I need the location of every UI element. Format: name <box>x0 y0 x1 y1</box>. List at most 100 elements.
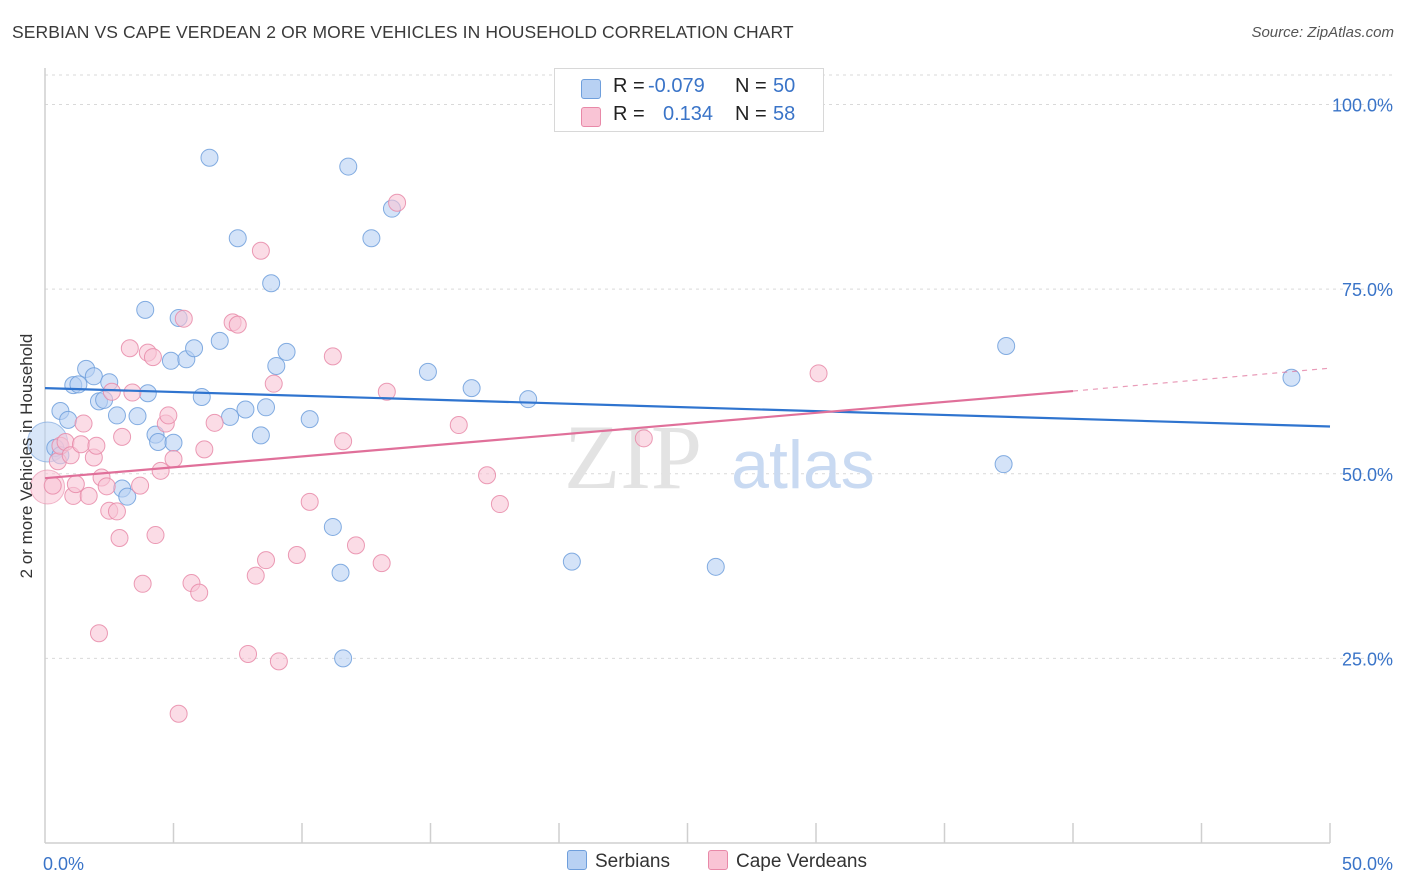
y-tick-label: 100.0% <box>1332 96 1393 116</box>
legend-label-serbians: Serbians <box>595 851 670 872</box>
cape-verdean-point <box>133 574 152 593</box>
legend-r-label: R = <box>613 103 645 125</box>
legend-row-serbians: R = -0.079 N = 50 <box>555 73 823 101</box>
serbian-point <box>323 517 342 536</box>
serbian-point <box>262 274 281 293</box>
cape-verdean-point <box>239 644 258 663</box>
serbian-point <box>161 351 180 370</box>
legend-r-label: R = <box>613 75 645 97</box>
cape-verdean-point <box>257 551 276 570</box>
cape-verdean-point <box>89 624 108 643</box>
cape-verdean-point <box>110 529 129 548</box>
cape-verdean-point <box>159 406 178 425</box>
cape-verdean-point <box>169 704 188 723</box>
serbian-point <box>331 563 350 582</box>
source-label: Source: ZipAtlas.com <box>1251 24 1394 41</box>
cape-verdean-point <box>120 339 139 358</box>
cape-verdean-point <box>809 364 828 383</box>
cape-verdean-point <box>143 348 162 367</box>
serbian-point <box>221 407 240 426</box>
y-tick-label: 75.0% <box>1342 280 1393 300</box>
legend-r-value: 0.134 <box>663 103 714 125</box>
legend-n-label: N = <box>735 103 767 125</box>
serbian-point <box>519 390 538 409</box>
cape-verdean-point <box>251 241 270 260</box>
serbian-point <box>300 410 319 429</box>
serbian-point <box>362 229 381 248</box>
serbian-point <box>997 337 1016 356</box>
cape-verdean-point <box>71 435 90 454</box>
serbian-point <box>59 410 78 429</box>
tick-labels: 25.0% 50.0% 75.0% 100.0% 0.0% 50.0% <box>43 96 1393 874</box>
cape-verdean-point <box>323 347 342 366</box>
cape-verdean-point <box>372 554 391 573</box>
legend-row-cape-verdeans: R = 0.134 N = 58 <box>555 101 823 129</box>
cape-verdean-point <box>195 440 214 459</box>
cape-verdean-trend-line <box>44 389 1074 480</box>
cape-verdean-point <box>287 546 306 564</box>
serbian-point <box>138 384 157 403</box>
serbian-point <box>706 557 725 576</box>
serbian-point <box>192 387 211 406</box>
legend-n-value: 58 <box>773 103 796 125</box>
cape-verdean-point <box>74 414 93 433</box>
cape-verdean-point <box>113 427 132 446</box>
cape-verdean-point <box>123 383 142 402</box>
serbian-point <box>257 398 276 417</box>
serbian-point <box>462 379 481 398</box>
watermark-atlas: atlas <box>731 427 875 503</box>
serbian-point <box>107 406 126 425</box>
legend-label-cape-verdeans: Cape Verdeans <box>736 851 867 872</box>
cape-verdean-point <box>377 382 396 401</box>
cape-verdean-point <box>264 374 283 393</box>
cape-verdean-point <box>87 436 106 455</box>
cape-verdean-point <box>300 492 319 511</box>
cape-verdean-point <box>102 382 121 401</box>
stats-legend: R = -0.079 N = 50 R = 0.134 N = 58 <box>554 68 824 132</box>
serbian-point <box>128 407 147 426</box>
legend-item-cape-verdeans: Cape Verdeans <box>708 850 867 873</box>
serbians-swatch <box>567 850 587 870</box>
cape-verdeans-swatch <box>581 107 601 127</box>
cape-verdean-point <box>146 526 165 545</box>
cape-verdean-point <box>388 193 407 212</box>
cape-verdean-point <box>634 429 653 448</box>
cape-verdean-point <box>164 450 183 468</box>
cape-verdean-point <box>190 583 209 602</box>
serbian-point <box>267 356 286 375</box>
serbian-point <box>562 552 581 571</box>
cape-verdean-trend-line-extension <box>1072 367 1331 392</box>
cape-verdean-point <box>79 486 98 505</box>
x-tick-label: 50.0% <box>1342 854 1393 874</box>
cape-verdean-point <box>269 652 288 671</box>
serbian-trend-line <box>44 387 1331 428</box>
cape-verdean-point <box>334 432 353 451</box>
legend-n-label: N = <box>735 75 767 97</box>
serbians-swatch <box>581 79 601 99</box>
cape-verdean-point <box>174 309 193 328</box>
watermark: ZIP atlas <box>564 406 875 508</box>
legend-n-value: 50 <box>773 75 796 97</box>
serbian-point <box>149 433 168 452</box>
cape-verdean-point <box>66 475 85 494</box>
cape-verdean-point <box>449 416 468 435</box>
serbian-point <box>277 342 296 361</box>
cape-verdean-point <box>478 466 497 485</box>
cape-verdean-point <box>228 315 247 334</box>
serbian-point <box>228 229 247 248</box>
cape-verdean-point <box>43 476 62 495</box>
cape-verdean-point <box>346 536 365 555</box>
serbian-point <box>136 300 155 319</box>
y-tick-label: 50.0% <box>1342 465 1393 485</box>
serbian-point <box>200 148 219 167</box>
serbian-point <box>118 487 137 506</box>
cape-verdeans-swatch <box>708 850 728 870</box>
y-axis-label: 2 or more Vehicles in Household <box>17 333 36 579</box>
serbian-point <box>418 362 437 381</box>
serbian-point <box>334 649 353 668</box>
cape-verdean-point <box>107 502 126 521</box>
legend-item-serbians: Serbians <box>567 850 670 873</box>
cape-verdean-point <box>61 446 80 465</box>
serbian-point <box>185 339 204 358</box>
